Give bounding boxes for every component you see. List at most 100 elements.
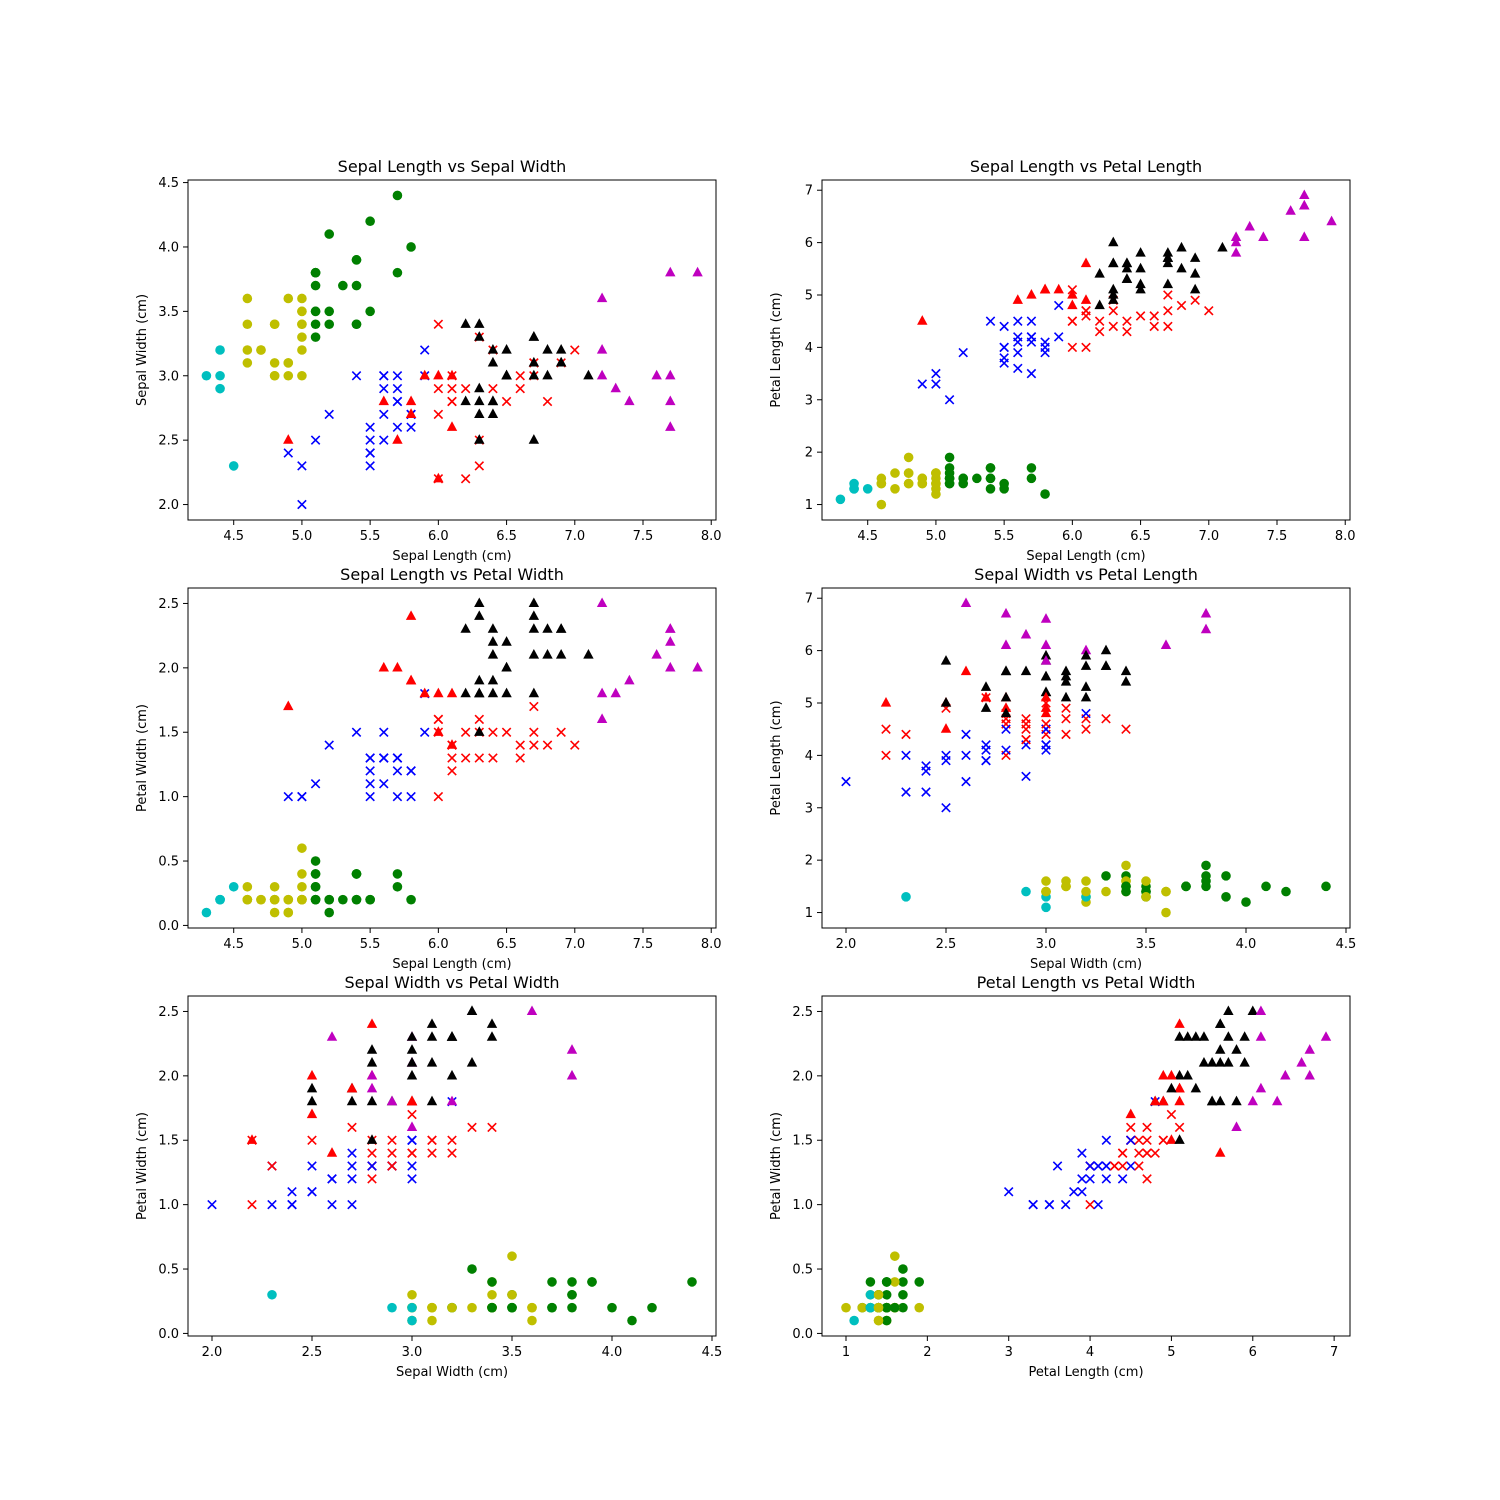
data-point bbox=[528, 623, 540, 633]
data-point bbox=[849, 484, 859, 494]
data-point bbox=[1041, 902, 1051, 913]
data-point bbox=[387, 1161, 397, 1171]
data-point bbox=[1241, 897, 1251, 907]
data-point bbox=[378, 395, 389, 406]
x-tick-label: 4.5 bbox=[1336, 937, 1357, 952]
data-point bbox=[1040, 691, 1052, 702]
y-tick-label: 1 bbox=[805, 906, 813, 921]
data-point bbox=[297, 894, 307, 905]
y-tick-label: 1.0 bbox=[158, 1198, 179, 1213]
data-point bbox=[873, 1315, 884, 1326]
y-tick-label: 2.0 bbox=[158, 1069, 179, 1084]
data-point bbox=[487, 1277, 497, 1287]
data-point bbox=[326, 1147, 338, 1157]
data-point bbox=[1061, 713, 1071, 724]
data-point bbox=[467, 1302, 477, 1313]
y-tick-label: 3 bbox=[805, 801, 813, 816]
data-point bbox=[555, 344, 567, 354]
data-point bbox=[1040, 655, 1052, 665]
data-point bbox=[665, 266, 676, 277]
data-point bbox=[881, 1302, 892, 1313]
data-point bbox=[835, 494, 846, 505]
data-point bbox=[898, 1277, 908, 1287]
data-point bbox=[587, 1277, 597, 1287]
data-point bbox=[1134, 1161, 1144, 1171]
data-point bbox=[1021, 724, 1031, 734]
data-point bbox=[547, 1302, 557, 1313]
x-tick-label: 7.0 bbox=[564, 529, 585, 544]
data-point bbox=[1320, 1031, 1332, 1041]
data-point bbox=[1281, 886, 1291, 897]
data-point bbox=[1223, 1056, 1234, 1067]
data-point bbox=[366, 1095, 378, 1106]
y-tick-label: 4 bbox=[805, 341, 813, 356]
data-point bbox=[1206, 1056, 1218, 1067]
data-point bbox=[297, 791, 307, 802]
data-point bbox=[207, 1199, 217, 1210]
data-point bbox=[1296, 1056, 1307, 1067]
data-point bbox=[1141, 892, 1151, 902]
data-point bbox=[865, 1302, 876, 1313]
data-point bbox=[607, 1302, 617, 1313]
data-point bbox=[1162, 257, 1174, 268]
data-point bbox=[247, 1199, 257, 1210]
data-point bbox=[474, 597, 485, 608]
data-point bbox=[297, 869, 307, 879]
data-point bbox=[583, 369, 594, 380]
data-point bbox=[433, 791, 444, 802]
x-axis-label: Sepal Length (cm) bbox=[392, 549, 511, 564]
y-tick-label: 1.5 bbox=[158, 1134, 179, 1149]
data-point bbox=[890, 484, 900, 494]
data-point bbox=[427, 1315, 437, 1326]
data-point bbox=[1061, 703, 1071, 713]
data-point bbox=[566, 1044, 578, 1054]
data-point bbox=[283, 791, 294, 802]
data-point bbox=[347, 1174, 357, 1184]
data-point bbox=[1121, 257, 1133, 268]
y-tick-label: 0.5 bbox=[792, 1263, 813, 1278]
data-point bbox=[1174, 1134, 1185, 1144]
data-point bbox=[407, 1302, 417, 1313]
data-point bbox=[1174, 1069, 1185, 1080]
y-tick-label: 7 bbox=[805, 184, 813, 199]
data-point bbox=[283, 358, 294, 368]
data-point bbox=[529, 727, 539, 738]
x-tick-label: 5.5 bbox=[360, 529, 381, 544]
data-point bbox=[1053, 300, 1064, 311]
data-point bbox=[347, 1161, 357, 1171]
subplot-3: 4.5 5.0 5.5 6.0 6.5 7.0 7.5 8.0 0.0 0.5 1.0 1.5 2.0 2… bbox=[135, 565, 722, 972]
data-point bbox=[392, 791, 403, 802]
data-point bbox=[306, 1069, 318, 1080]
y-tick-label: 6 bbox=[805, 236, 813, 251]
data-point bbox=[326, 1031, 338, 1041]
y-tick-label: 0.5 bbox=[158, 855, 179, 870]
data-point bbox=[566, 1069, 578, 1080]
data-point bbox=[931, 368, 941, 379]
data-point bbox=[876, 478, 887, 489]
data-point bbox=[387, 1148, 397, 1158]
data-point bbox=[351, 280, 362, 291]
data-point bbox=[1108, 294, 1119, 304]
data-point bbox=[310, 435, 321, 445]
x-tick-label: 8.0 bbox=[701, 529, 722, 544]
data-point bbox=[647, 1302, 657, 1313]
data-point bbox=[242, 293, 253, 304]
data-point bbox=[1101, 1135, 1112, 1146]
data-point bbox=[1000, 639, 1012, 649]
data-point bbox=[1158, 1135, 1169, 1146]
data-point bbox=[1060, 691, 1072, 702]
y-tick-label: 2.0 bbox=[158, 661, 179, 676]
data-point bbox=[366, 1018, 378, 1028]
data-point bbox=[1230, 247, 1242, 257]
data-point bbox=[392, 370, 403, 381]
data-point bbox=[1122, 316, 1132, 326]
data-point bbox=[898, 1264, 908, 1274]
data-point bbox=[610, 382, 621, 393]
data-point bbox=[427, 1302, 437, 1313]
data-point bbox=[306, 1095, 318, 1106]
data-point bbox=[1026, 316, 1037, 326]
data-point bbox=[392, 753, 403, 763]
data-point bbox=[944, 468, 955, 478]
data-point bbox=[269, 358, 280, 368]
data-point bbox=[392, 661, 403, 672]
